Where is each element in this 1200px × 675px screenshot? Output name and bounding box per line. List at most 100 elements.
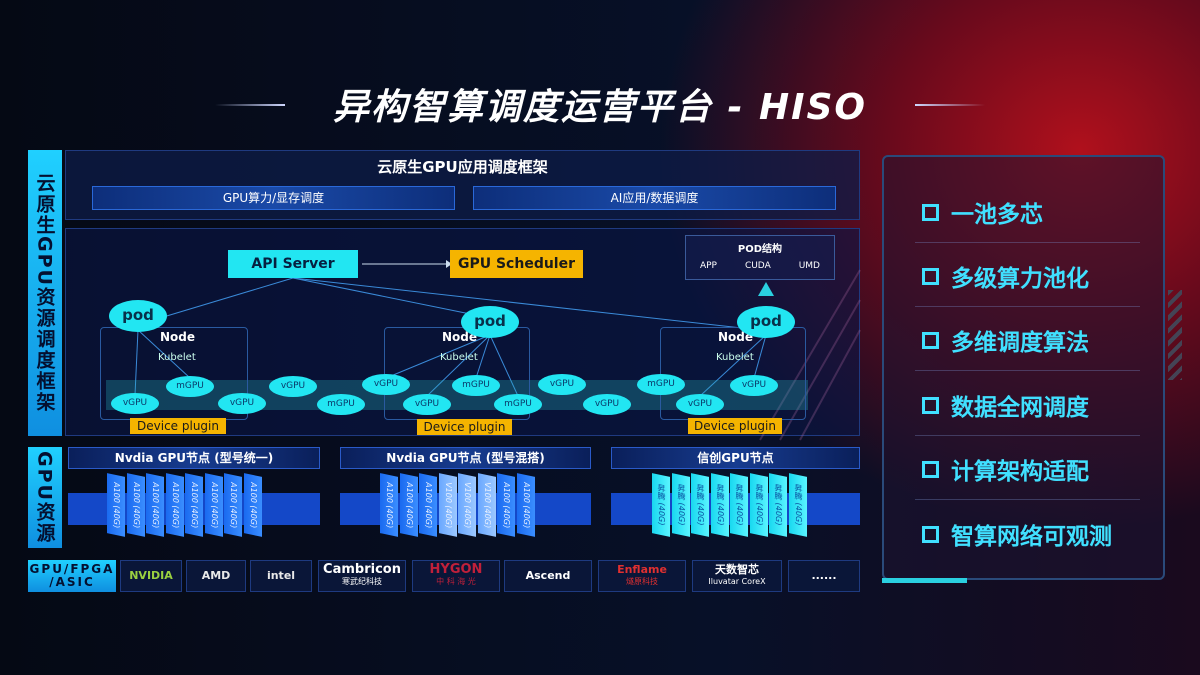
- vendor-logo-7: 天数智芯 Iluvatar CoreX: [692, 560, 782, 592]
- gpu-card: 昇腾 (40G): [691, 473, 709, 537]
- device-plugin: Device plugin: [688, 418, 782, 434]
- vgpu-slice: vGPU: [362, 374, 410, 395]
- gpu-card: A100 (40G): [419, 473, 437, 537]
- vgpu-slice: vGPU: [218, 393, 266, 414]
- gpu-card: V100 (40G): [458, 473, 476, 537]
- feature-item: 计算架构适配: [922, 452, 1089, 486]
- vendor-name: HYGON: [429, 562, 483, 577]
- feature-label: 多级算力池化: [951, 266, 1089, 292]
- gpu-card: V100 (40G): [438, 473, 457, 537]
- vendor-sub: 寒武纪科技: [342, 577, 382, 586]
- vendor-sub: Iluvatar CoreX: [708, 577, 766, 586]
- gpu-card: A100 (40G): [243, 473, 262, 537]
- gpu-compute-scheduling: GPU算力/显存调度: [92, 186, 455, 210]
- kubelet-label: Kubelet: [716, 352, 754, 363]
- vgpu-slice: vGPU: [538, 374, 586, 395]
- device-plugin: Device plugin: [130, 418, 226, 434]
- kubelet-label: Kubelet: [440, 352, 478, 363]
- gpu-card: A100 (40G): [497, 473, 515, 537]
- vendor-name: Ascend: [525, 569, 571, 582]
- device-plugin: Device plugin: [417, 419, 512, 435]
- vendor-name: Cambricon: [323, 562, 401, 577]
- checkbox-icon: [922, 396, 939, 414]
- pod: pod: [461, 306, 519, 338]
- gpu-node-header-xinchuang: 信创GPU节点: [611, 447, 860, 469]
- gpu-card: 昇腾 (40G): [788, 473, 807, 537]
- divider: [915, 370, 1140, 371]
- vendor-name: 天数智芯: [715, 563, 759, 576]
- gpu-card: V100 (40G): [477, 473, 496, 537]
- line-api-node1: [159, 277, 294, 319]
- gpu-card: A100 (40G): [399, 473, 418, 537]
- vendor-name: NVIDIA: [129, 569, 173, 582]
- gpu-card: 昇腾 (40G): [671, 473, 690, 537]
- vendor-sub: 燧原科技: [626, 577, 658, 586]
- pod-item-cuda: CUDA: [744, 261, 771, 271]
- pod-item-umd: UMD: [798, 261, 820, 271]
- vendor-logo-8: ......: [788, 560, 860, 592]
- feature-item: 多级算力池化: [922, 259, 1089, 293]
- divider: [915, 499, 1140, 500]
- feature-item: 数据全网调度: [922, 388, 1089, 422]
- mgpu-slice: mGPU: [452, 375, 500, 396]
- gpu-card: 昇腾 (40G): [749, 473, 768, 537]
- divider: [915, 306, 1140, 307]
- pod-struct-arrow: [758, 282, 774, 296]
- gpu-card: A100 (40G): [107, 473, 125, 537]
- feature-item: 多维调度算法: [922, 323, 1089, 357]
- feature-item: 智算网络可观测: [922, 517, 1112, 551]
- feature-label: 多维调度算法: [951, 330, 1089, 356]
- feature-label: 智算网络可观测: [951, 524, 1112, 550]
- feature-label: 数据全网调度: [951, 395, 1089, 421]
- checkbox-icon: [922, 331, 939, 349]
- divider: [915, 435, 1140, 436]
- gpu-scheduler-box: GPU Scheduler: [450, 250, 583, 278]
- vendor-sub: 中 科 海 光: [436, 577, 476, 586]
- mgpu-slice: mGPU: [317, 394, 365, 415]
- vendor-logo-3: Cambricon 寒武纪科技: [318, 560, 406, 592]
- framework-label: 云原生GPU资源调度框架: [28, 150, 62, 436]
- vendor-logo-6: Enflame 燧原科技: [598, 560, 686, 592]
- kubelet-label: Kubelet: [158, 352, 196, 363]
- checkbox-icon: [922, 203, 939, 221]
- title-decor-left: [215, 104, 285, 106]
- node-label: Node: [442, 330, 478, 344]
- vendor-logo-2: intel: [250, 560, 312, 592]
- api-server-box: API Server: [228, 250, 358, 278]
- chips-label: GPU/FPGA /ASIC: [28, 560, 116, 592]
- vendor-logo-4: HYGON 中 科 海 光: [412, 560, 500, 592]
- gpu-card: A100 (40G): [516, 473, 535, 537]
- gpu-card: 昇腾 (40G): [730, 473, 748, 537]
- pod-structure-title: POD结构: [737, 244, 783, 255]
- mgpu-slice: mGPU: [494, 394, 542, 415]
- top-panel-title: 云原生GPU应用调度框架: [377, 158, 548, 176]
- checkbox-icon: [922, 267, 939, 285]
- feature-item: 一池多芯: [922, 195, 1043, 229]
- mgpu-slice: mGPU: [637, 374, 685, 395]
- gpu-card: 昇腾 (40G): [652, 473, 670, 537]
- vendor-name: AMD: [201, 569, 231, 582]
- pod: pod: [737, 306, 795, 338]
- gpu-card: A100 (40G): [165, 473, 184, 537]
- vgpu-slice: vGPU: [111, 393, 159, 414]
- vgpu-slice: vGPU: [403, 394, 451, 415]
- resources-label: GPU资源: [28, 447, 62, 548]
- gpu-card: 昇腾 (40G): [710, 473, 729, 537]
- vendor-name: ......: [811, 569, 837, 582]
- feature-label: 计算架构适配: [951, 459, 1089, 485]
- gpu-node-header-uniform: Nvdia GPU节点 (型号统一): [68, 447, 320, 469]
- checkbox-icon: [922, 460, 939, 478]
- checkbox-icon: [922, 525, 939, 543]
- vgpu-slice: vGPU: [583, 394, 631, 415]
- gpu-card: A100 (40G): [126, 473, 145, 537]
- ai-data-scheduling: AI应用/数据调度: [473, 186, 836, 210]
- pod-structure-box: POD结构 APP CUDA UMD: [685, 235, 835, 280]
- node-label: Node: [718, 330, 754, 344]
- pod-item-app: APP: [699, 261, 717, 271]
- pod: pod: [109, 300, 167, 332]
- gpu-card: A100 (40G): [146, 473, 164, 537]
- feature-label: 一池多芯: [951, 202, 1043, 228]
- panel-decor-accent: [882, 578, 967, 583]
- gpu-node-header-mixed: Nvdia GPU节点 (型号混搭): [340, 447, 591, 469]
